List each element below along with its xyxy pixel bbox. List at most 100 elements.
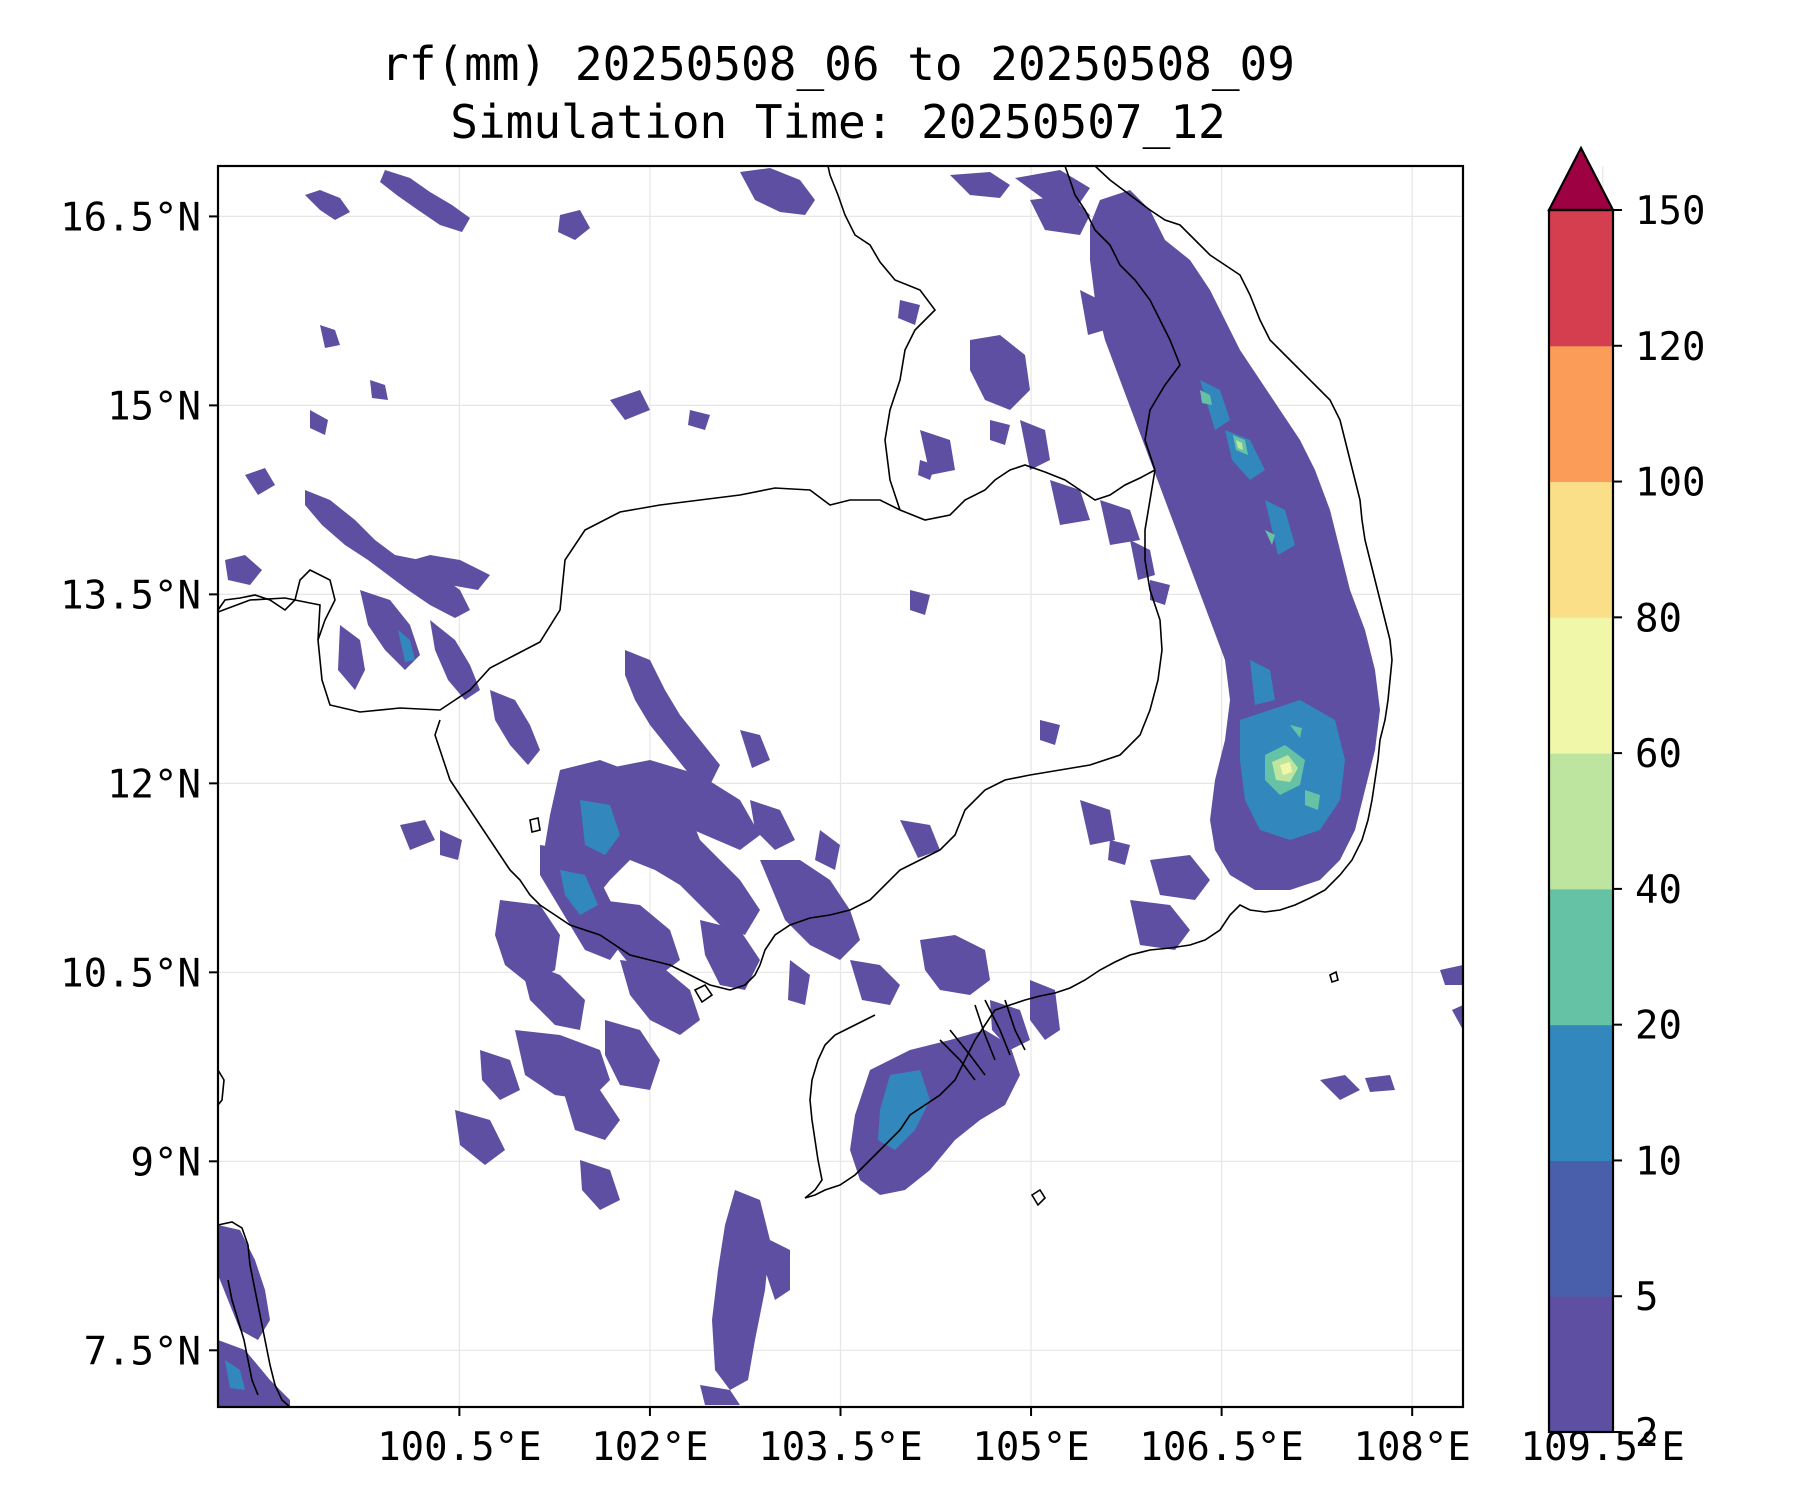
colorbar-segment bbox=[1549, 888, 1613, 1026]
colorbar-tick-label: 20 bbox=[1635, 1004, 1682, 1049]
malay-coast-west bbox=[217, 1221, 291, 1408]
rain-patch bbox=[558, 210, 590, 240]
y-tick-label: 15°N bbox=[107, 384, 201, 429]
x-tick-label: 106.5°E bbox=[1139, 1425, 1303, 1470]
rain-patch bbox=[480, 1050, 520, 1100]
rain-patch bbox=[515, 1030, 610, 1100]
rain-patch bbox=[1020, 420, 1050, 470]
x-tick-label: 105°E bbox=[972, 1425, 1089, 1470]
rain-patch bbox=[225, 555, 262, 585]
rain-patch bbox=[740, 730, 770, 768]
rain-patch bbox=[610, 390, 650, 420]
rain-patch bbox=[740, 168, 815, 215]
y-tick-label: 12°N bbox=[107, 762, 201, 807]
estuary-line bbox=[984, 999, 1011, 1056]
rain-patch bbox=[700, 920, 760, 990]
rain-patch bbox=[990, 420, 1010, 445]
laos-cambodia-border bbox=[899, 464, 1156, 521]
island bbox=[217, 1069, 225, 1106]
colorbar-tick-label: 2 bbox=[1635, 1411, 1658, 1456]
x-tick-label: 108°E bbox=[1353, 1425, 1470, 1470]
rain-patch bbox=[990, 1000, 1030, 1050]
colorbar-segment bbox=[1549, 210, 1613, 347]
rain-patch bbox=[918, 460, 935, 480]
y-tick-label: 16.5°N bbox=[60, 195, 201, 240]
rain-patch bbox=[245, 468, 275, 495]
colorbar-segment bbox=[1549, 1024, 1613, 1161]
rain-patch bbox=[1320, 1075, 1360, 1100]
rain-patch bbox=[490, 690, 540, 765]
rain-patch bbox=[1250, 660, 1275, 705]
x-axis-ticks: 100.5°E 102°E 103.5°E 105°E 106.5°E 108°E 109.… bbox=[377, 1407, 1685, 1470]
island bbox=[1030, 1188, 1047, 1207]
rain-patch bbox=[218, 1340, 290, 1407]
rain-patch bbox=[1030, 195, 1090, 235]
rain-patch bbox=[765, 1240, 790, 1300]
y-tick-label: 9°N bbox=[131, 1140, 201, 1185]
colorbar-tick-label: 120 bbox=[1635, 325, 1705, 370]
rain-patch bbox=[600, 900, 680, 975]
rain-patch bbox=[605, 1020, 660, 1090]
thailand-gulf-coast bbox=[217, 569, 336, 641]
map-plot-area bbox=[216, 164, 1604, 1409]
colorbar-segment bbox=[1549, 345, 1613, 483]
rain-patch bbox=[760, 860, 860, 960]
vietnam-cambodia-border bbox=[729, 469, 1163, 991]
colorbar: 2 5 10 20 40 60 80 100 120 150 bbox=[1547, 145, 1705, 1456]
rain-patch bbox=[305, 490, 470, 618]
rain-patch bbox=[395, 555, 490, 590]
rain-patch bbox=[920, 935, 990, 995]
island bbox=[1329, 970, 1339, 984]
coastlines-and-borders bbox=[217, 165, 1393, 1408]
estuary-line bbox=[974, 1004, 996, 1061]
rain-patch bbox=[520, 960, 585, 1030]
rain-patch bbox=[970, 335, 1030, 410]
rain-patch bbox=[560, 870, 598, 915]
rain-patch bbox=[225, 1360, 245, 1390]
rain-patch bbox=[370, 380, 388, 400]
rain-patch bbox=[430, 620, 480, 700]
thailand-cambodia-border bbox=[217, 487, 901, 713]
rain-patch bbox=[815, 830, 840, 870]
rain-patch bbox=[580, 1160, 620, 1210]
rain-patch bbox=[850, 1030, 1020, 1195]
rain-patch bbox=[688, 410, 710, 430]
colorbar-frame bbox=[1547, 208, 1615, 1434]
island bbox=[693, 983, 714, 1004]
rain-patch bbox=[580, 800, 620, 855]
malay-coast-inner bbox=[227, 1279, 259, 1396]
rain-patch bbox=[625, 650, 720, 785]
title-line-1: rf(mm) 20250508_06 to 20250508_09 bbox=[381, 37, 1295, 91]
y-tick-label: 10.5°N bbox=[60, 951, 201, 996]
colorbar-tick-label: 40 bbox=[1635, 868, 1682, 913]
rain-patch bbox=[1365, 1075, 1395, 1092]
colorbar-tick-label: 80 bbox=[1635, 596, 1682, 641]
x-tick-label: 103.5°E bbox=[758, 1425, 922, 1470]
rain-patch bbox=[310, 410, 328, 435]
colorbar-segment bbox=[1549, 753, 1613, 890]
rain-patch bbox=[1280, 762, 1292, 775]
rain-patch bbox=[878, 1070, 930, 1150]
rain-patch bbox=[1030, 980, 1060, 1040]
rain-patch bbox=[495, 900, 560, 985]
rain-patch bbox=[700, 1385, 740, 1405]
rain-patch bbox=[1200, 380, 1230, 430]
rain-patch bbox=[1305, 790, 1320, 810]
rain-patch bbox=[1265, 500, 1295, 555]
rain-patch bbox=[1200, 390, 1212, 405]
mekong-delta-coast bbox=[804, 1014, 876, 1199]
rain-patch bbox=[305, 190, 350, 220]
rain-patch bbox=[788, 960, 810, 1005]
cambodia-coast bbox=[434, 719, 731, 991]
rain-patch bbox=[600, 760, 760, 850]
rain-patch bbox=[398, 630, 415, 662]
rain-patch bbox=[712, 1190, 770, 1390]
rain-patch bbox=[1108, 840, 1130, 865]
colorbar-tick-label: 150 bbox=[1635, 189, 1705, 234]
estuary-line bbox=[1004, 999, 1026, 1051]
y-tick-label: 13.5°N bbox=[60, 573, 201, 618]
rain-patch bbox=[620, 960, 700, 1035]
rain-patch bbox=[1150, 580, 1170, 605]
laos-thailand-border bbox=[827, 165, 937, 511]
